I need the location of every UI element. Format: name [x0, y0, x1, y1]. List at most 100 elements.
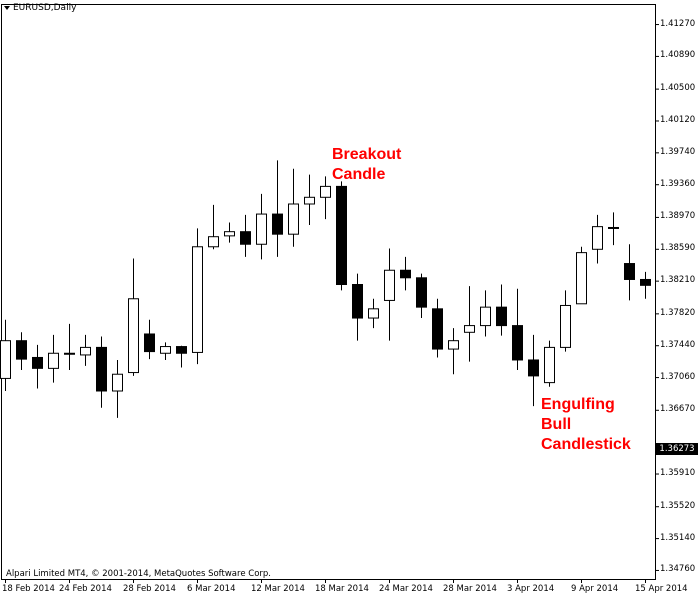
- candle[interactable]: [640, 271, 651, 299]
- y-tick-label: 1.35910: [660, 468, 696, 479]
- candle[interactable]: [496, 284, 507, 336]
- candle[interactable]: [560, 290, 571, 352]
- y-tick-label: 1.35520: [660, 500, 696, 511]
- candle-body-bearish: [96, 346, 107, 392]
- candle[interactable]: [96, 336, 107, 408]
- candle-body-bullish: [80, 346, 91, 356]
- candle[interactable]: [144, 319, 155, 360]
- y-tick-label: 1.34760: [660, 564, 696, 575]
- candle[interactable]: [432, 298, 443, 358]
- candle[interactable]: [336, 181, 347, 291]
- x-tick-label: 28 Feb 2014: [123, 584, 176, 594]
- y-tick-label: 1.37440: [660, 339, 696, 350]
- candle[interactable]: [208, 204, 219, 250]
- candle[interactable]: [576, 246, 587, 305]
- candle[interactable]: [112, 359, 123, 418]
- y-tick-label: 1.37820: [660, 307, 696, 318]
- candle[interactable]: [544, 340, 555, 387]
- y-tick-label: 1.38970: [660, 211, 696, 222]
- candle[interactable]: [80, 334, 91, 366]
- candle[interactable]: [288, 168, 299, 247]
- y-tick-label: 1.35140: [660, 532, 696, 543]
- candle[interactable]: [512, 288, 523, 371]
- candle-body-bearish: [496, 306, 507, 327]
- candle-body-bullish: [608, 226, 619, 229]
- y-tick-label: 1.37060: [660, 371, 696, 382]
- candle-body-bearish: [416, 277, 427, 308]
- candle-body-bullish: [480, 306, 491, 327]
- candle[interactable]: [272, 160, 283, 257]
- candle-body-bearish: [176, 346, 187, 354]
- candle[interactable]: [528, 334, 539, 407]
- candle[interactable]: [48, 334, 59, 383]
- candle[interactable]: [0, 319, 11, 391]
- current-price-tag: 1.36273: [656, 443, 698, 455]
- candle[interactable]: [320, 176, 331, 220]
- annotation-engulfing: Engulfing Bull Candlestick: [541, 396, 631, 453]
- candle[interactable]: [400, 256, 411, 291]
- candle[interactable]: [352, 273, 363, 341]
- candle-body-bearish: [400, 269, 411, 279]
- copyright-text: Alpari Limited MT4, © 2001-2014, MetaQuo…: [6, 569, 271, 579]
- candle-body-bullish: [112, 373, 123, 392]
- candle-body-bearish: [336, 185, 347, 286]
- candle[interactable]: [240, 214, 251, 257]
- candle-body-bullish: [448, 340, 459, 350]
- candle[interactable]: [624, 244, 635, 301]
- candle[interactable]: [16, 332, 27, 371]
- x-tick-label: 18 Mar 2014: [315, 584, 369, 594]
- candle-body-bullish: [304, 196, 315, 205]
- candle[interactable]: [64, 323, 75, 371]
- candle[interactable]: [304, 174, 315, 225]
- candle-body-bullish: [576, 252, 587, 305]
- candle-body-bullish: [160, 346, 171, 354]
- candle-body-bearish: [240, 231, 251, 245]
- candle-body-bullish: [0, 340, 11, 379]
- candle-body-bearish: [352, 284, 363, 319]
- dropdown-arrow-icon[interactable]: [4, 6, 10, 10]
- y-tick-label: 1.40890: [660, 50, 696, 61]
- candle-body-bearish: [432, 308, 443, 350]
- candle-body-bullish: [320, 185, 331, 198]
- candle[interactable]: [192, 228, 203, 365]
- x-tick-label: 6 Mar 2014: [187, 584, 236, 594]
- candle[interactable]: [448, 328, 459, 375]
- x-tick-label: 24 Mar 2014: [379, 584, 433, 594]
- candle[interactable]: [32, 344, 43, 389]
- candle[interactable]: [480, 290, 491, 337]
- annotation-breakout: Breakout Candle: [332, 146, 402, 183]
- candle-body-bearish: [528, 359, 539, 377]
- candle-body-bearish: [624, 263, 635, 280]
- x-tick-label: 18 Feb 2014: [2, 584, 55, 594]
- candle[interactable]: [608, 212, 619, 246]
- x-tick-label: 15 Apr 2014: [635, 584, 688, 594]
- candle-body-bullish: [544, 346, 555, 384]
- candle[interactable]: [592, 214, 603, 264]
- x-tick-label: 3 Apr 2014: [507, 584, 555, 594]
- candle-body-bullish: [592, 226, 603, 250]
- candle-body-bearish: [32, 356, 43, 369]
- y-tick-label: 1.40500: [660, 83, 696, 94]
- candle[interactable]: [160, 342, 171, 360]
- x-tick-label: 12 Mar 2014: [251, 584, 305, 594]
- candle-body-bullish: [368, 308, 379, 319]
- candle[interactable]: [128, 258, 139, 376]
- candle[interactable]: [224, 222, 235, 243]
- candle[interactable]: [416, 273, 427, 319]
- candle[interactable]: [256, 193, 267, 260]
- y-tick-label: 1.38210: [660, 275, 696, 286]
- x-tick-label: 24 Feb 2014: [59, 584, 112, 594]
- candle[interactable]: [176, 345, 187, 368]
- candle[interactable]: [464, 286, 475, 362]
- candle-body-bullish: [64, 352, 75, 355]
- candle-body-bearish: [16, 340, 27, 360]
- chart-title[interactable]: EURUSD,Daily: [4, 3, 76, 13]
- candle[interactable]: [384, 248, 395, 341]
- candle-body-bullish: [128, 298, 139, 374]
- candle[interactable]: [368, 298, 379, 329]
- y-tick-label: 1.40120: [660, 114, 696, 125]
- candle-body-bullish: [560, 304, 571, 348]
- candle-body-bearish: [272, 213, 283, 235]
